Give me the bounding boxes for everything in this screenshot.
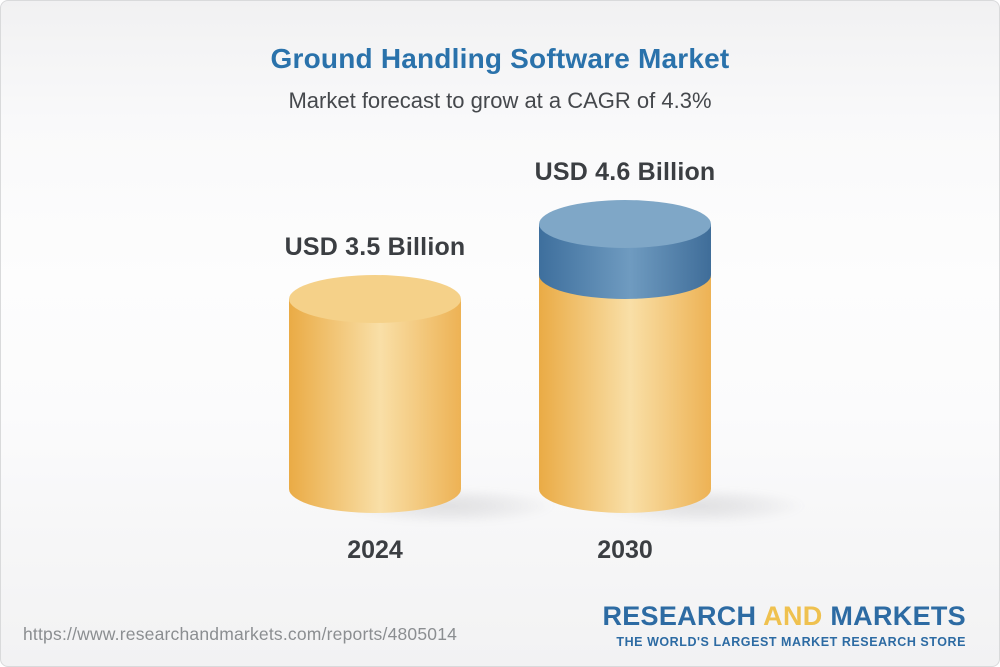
year-label: 2030	[597, 536, 653, 564]
page-title: Ground Handling Software Market	[270, 43, 730, 74]
year-label: 2024	[347, 536, 403, 564]
logo-tagline: THE WORLD'S LARGEST MARKET RESEARCH STOR…	[616, 635, 966, 649]
report-url: https://www.researchandmarkets.com/repor…	[23, 624, 458, 644]
bar-2030-top-cap	[539, 200, 711, 249]
bar-value-label: USD 3.5 Billion	[284, 233, 466, 261]
logo-word-research: RESEARCH	[602, 601, 757, 631]
bar-2024-segment-yellow	[289, 299, 461, 513]
research-and-markets-logo: RESEARCH AND MARKETS THE WORLD'S LARGEST…	[602, 601, 966, 649]
bar-2030-segment-yellow	[539, 275, 711, 513]
bar-2024-top-cap	[289, 275, 461, 323]
logo-word-and: AND	[763, 601, 823, 631]
page-subtitle: Market forecast to grow at a CAGR of 4.3…	[288, 88, 712, 113]
bar-value-label: USD 4.6 Billion	[534, 158, 716, 187]
logo-wordmark: RESEARCH AND MARKETS	[602, 601, 966, 632]
logo-word-markets: MARKETS	[830, 601, 966, 631]
